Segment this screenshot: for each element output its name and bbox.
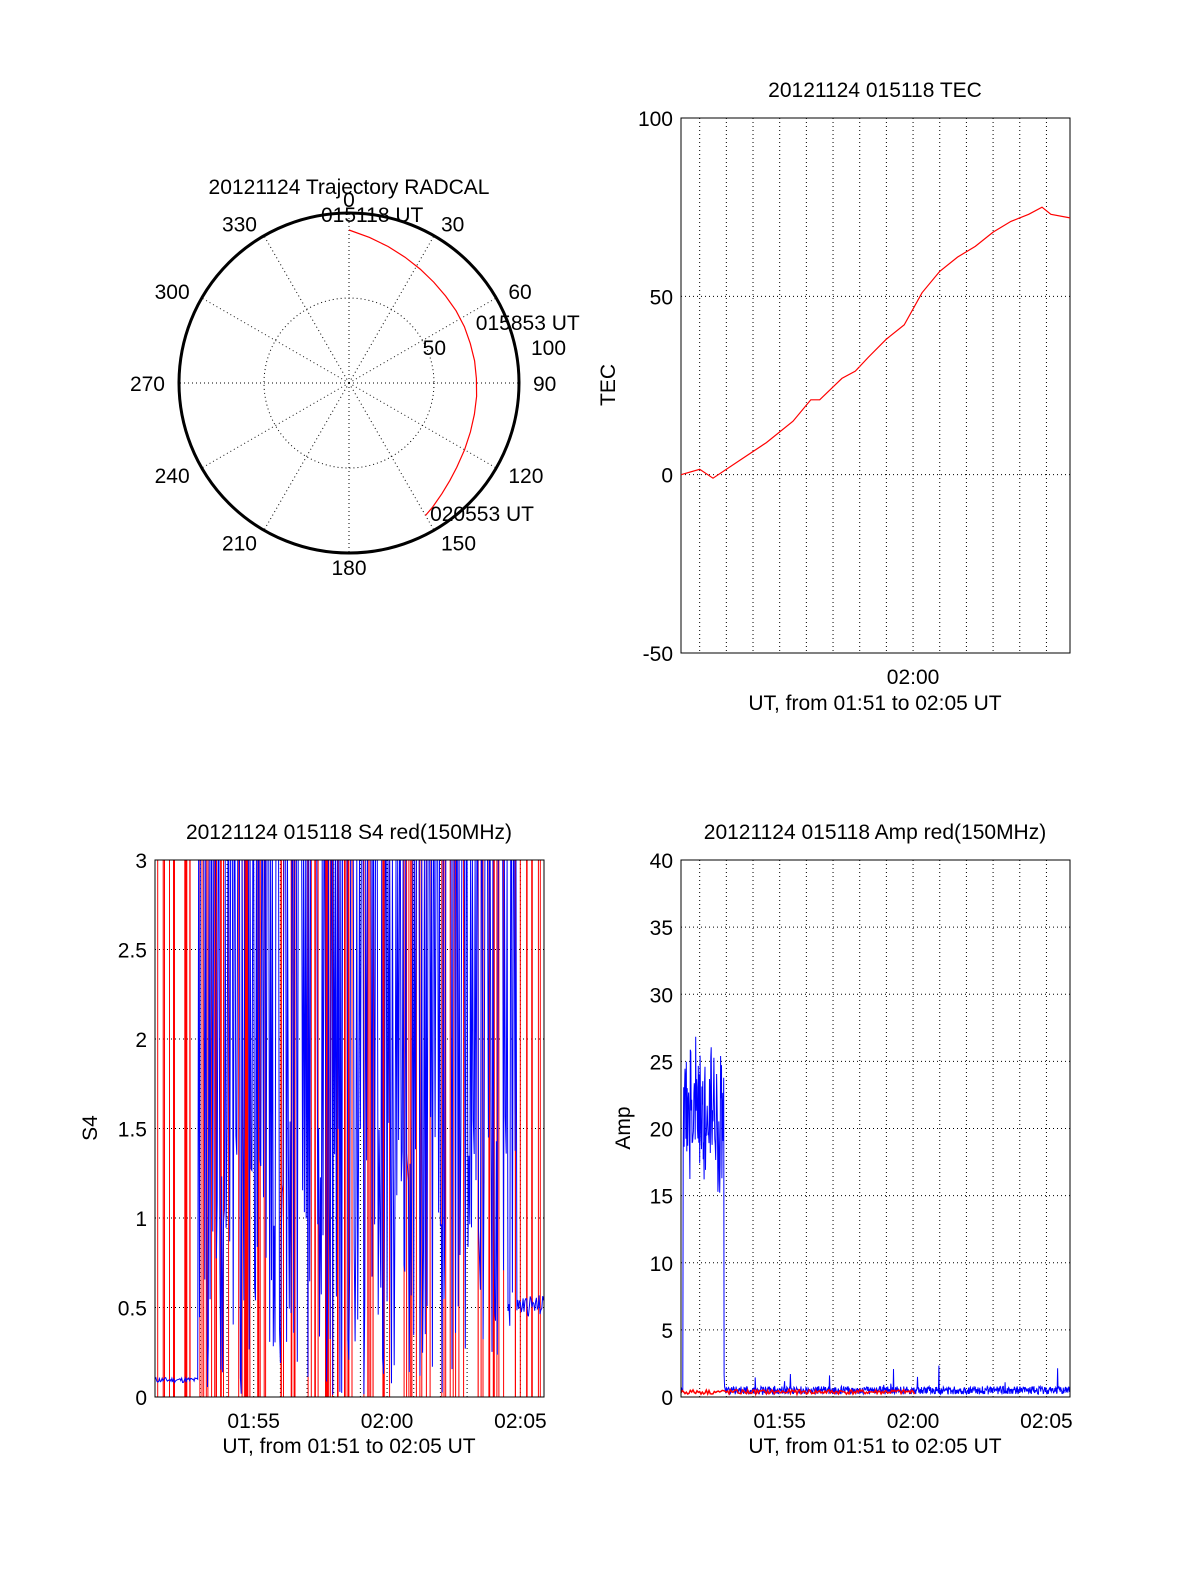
tec-x-axis-label: UT, from 01:51 to 02:05 UT [748, 692, 1001, 715]
y-tick-label: 5 [661, 1320, 673, 1343]
y-tick-label: 2 [135, 1029, 147, 1052]
polar-spoke [201, 382, 350, 469]
y-tick-label: 35 [650, 917, 673, 940]
trajectory-title: 20121124 Trajectory RADCAL [209, 176, 490, 199]
s4-y-tick-labels: 3 2.5 2 1.5 1 0.5 0 [118, 850, 147, 1410]
y-tick-label: 0 [661, 1387, 673, 1410]
y-tick-label: 2.5 [118, 940, 147, 963]
s4-title: 20121124 015118 S4 red(150MHz) [186, 821, 512, 844]
y-tick-label: 25 [650, 1051, 673, 1074]
s4-x-axis-label: UT, from 01:51 to 02:05 UT [222, 1435, 475, 1458]
polar-angle-label: 270 [130, 373, 165, 396]
tec-title: 20121124 015118 TEC [768, 79, 982, 102]
s4-chart: 20121124 015118 S4 red(150MHz) 3 2.5 2 1.5 1… [79, 821, 547, 1458]
tec-y-axis-label: TEC [597, 364, 620, 406]
polar-spoke [201, 297, 350, 384]
tec-x-tick-labels: 02:00 [887, 666, 940, 689]
y-tick-label: 1.5 [118, 1119, 147, 1142]
polar-angle-label: 180 [331, 557, 366, 580]
x-tick-label: 02:05 [494, 1410, 547, 1433]
tec-plot-frame [680, 117, 1071, 654]
polar-angle-label: 90 [533, 373, 556, 396]
y-tick-label: 0.5 [118, 1298, 147, 1321]
y-tick-label: -50 [643, 643, 673, 666]
amp-title: 20121124 015118 Amp red(150MHz) [704, 821, 1046, 844]
amp-series [681, 1036, 1070, 1397]
polar-angle-label: 0 [343, 189, 355, 212]
trajectory-annotation: 020553 UT [430, 503, 534, 526]
y-tick-label: 50 [650, 286, 673, 309]
polar-angle-label: 30 [441, 214, 464, 237]
tec-series-line [680, 206, 1071, 479]
y-tick-label: 100 [638, 108, 673, 131]
polar-grid [179, 213, 519, 553]
amp-red-series [681, 1387, 916, 1397]
y-tick-label: 40 [650, 850, 673, 873]
y-tick-label: 10 [650, 1253, 673, 1276]
y-tick-label: 0 [135, 1387, 147, 1410]
amp-plot-frame [680, 859, 1071, 1398]
s4-series [155, 860, 544, 1397]
x-tick-label: 02:00 [361, 1410, 414, 1433]
trajectory-annotation: 015853 UT [476, 312, 580, 335]
y-tick-label: 20 [650, 1119, 673, 1142]
s4-blue-series [155, 860, 544, 1395]
amp-blue-series [681, 1036, 1070, 1396]
s4-x-tick-labels: 01:55 02:00 02:05 [227, 1410, 546, 1433]
y-tick-label: 3 [135, 850, 147, 873]
s4-plot-frame [154, 859, 545, 1398]
polar-angle-label: 240 [155, 465, 190, 488]
polar-angle-label: 120 [508, 465, 543, 488]
polar-outer-ring [177, 211, 521, 555]
trajectory-annotations: 015118 UT 015853 UT 020553 UT [321, 204, 580, 526]
x-tick-label: 02:00 [887, 1410, 940, 1433]
polar-angle-label: 330 [222, 214, 257, 237]
y-tick-label: 30 [650, 984, 673, 1007]
tec-grid [681, 118, 1070, 653]
amp-y-tick-labels: 40 35 30 25 20 15 10 5 0 [650, 850, 673, 1410]
s4-y-axis-label: S4 [79, 1115, 102, 1141]
x-tick-label: 02:05 [1020, 1410, 1073, 1433]
polar-spoke [263, 382, 350, 531]
x-tick-label: 01:55 [227, 1410, 280, 1433]
y-tick-label: 15 [650, 1186, 673, 1209]
x-tick-label: 02:00 [887, 666, 940, 689]
tec-y-tick-labels: 100 50 0 -50 [638, 108, 673, 666]
x-tick-label: 01:55 [753, 1410, 806, 1433]
trajectory-track-line [348, 229, 478, 516]
y-tick-label: 0 [661, 465, 673, 488]
amp-y-axis-label: Amp [612, 1106, 635, 1149]
polar-labels: 0 30 60 90 120 150 180 210 240 270 300 330 50 100 [130, 189, 566, 580]
y-tick-label: 1 [135, 1208, 147, 1231]
amp-x-tick-labels: 01:55 02:00 02:05 [753, 1410, 1072, 1433]
polar-angle-label: 300 [155, 281, 190, 304]
trajectory-polar-chart: 20121124 Trajectory RADCAL 0 30 60 90 120 150… [130, 176, 580, 580]
amp-x-axis-label: UT, from 01:51 to 02:05 UT [748, 1435, 1001, 1458]
polar-angle-label: 210 [222, 532, 257, 555]
polar-angle-label: 150 [441, 532, 476, 555]
polar-ring-50 [263, 297, 435, 469]
polar-radial-label: 100 [531, 337, 566, 360]
amp-grid [681, 860, 1070, 1397]
polar-radial-label: 50 [423, 337, 446, 360]
trajectory-annotation: 015118 UT [321, 204, 424, 227]
polar-angle-label: 60 [508, 281, 531, 304]
amp-chart: 20121124 015118 Amp red(150MHz) 40 35 30 25… [612, 821, 1073, 1458]
polar-spoke [263, 235, 350, 384]
